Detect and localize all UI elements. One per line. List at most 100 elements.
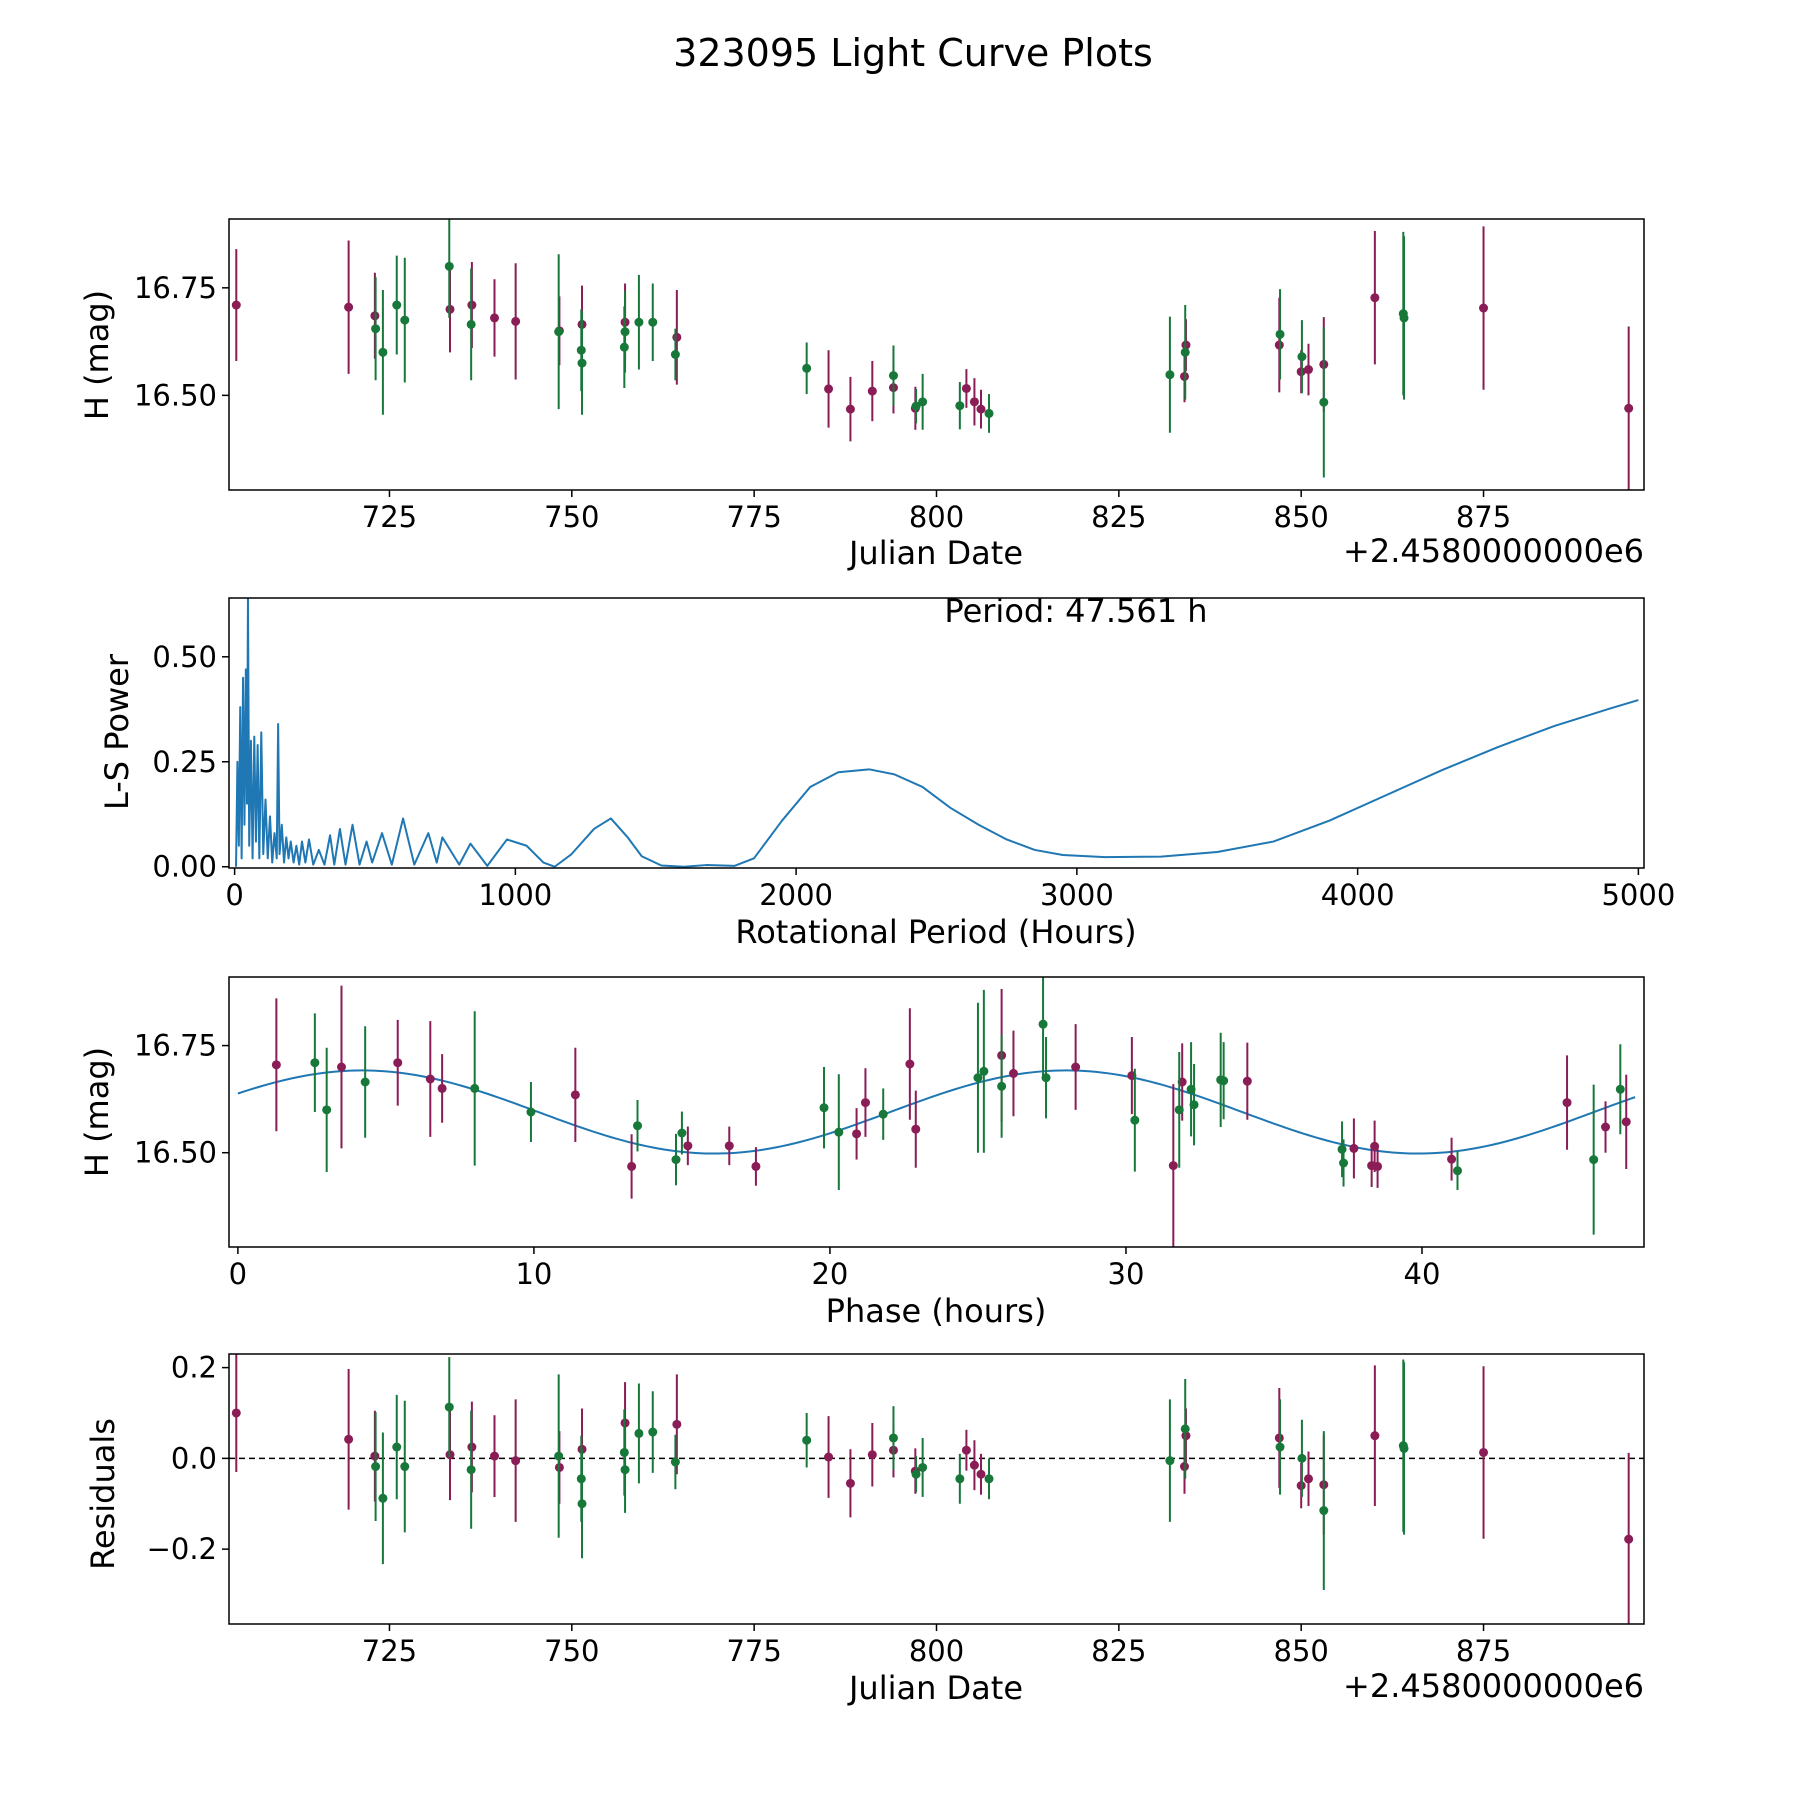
r-band-point (867, 386, 877, 396)
g-band-point (955, 401, 965, 411)
r-band-point (1008, 1068, 1018, 1078)
g-band-point (1038, 1019, 1048, 1029)
g-band-point (911, 1469, 921, 1479)
x-tick-label: 1000 (478, 878, 552, 912)
g-band-point (371, 324, 381, 334)
x-tick-label: 5000 (1601, 878, 1675, 912)
r-band-point (1242, 1076, 1252, 1086)
g-band-point (819, 1103, 829, 1113)
g-band-point (1319, 1506, 1329, 1516)
r-band-point (1168, 1161, 1178, 1171)
g-band-point (911, 401, 921, 411)
g-band-point (400, 315, 410, 325)
g-band-point (878, 1109, 888, 1119)
x-tick-label: 30 (1108, 1257, 1145, 1291)
r-band-point (845, 404, 855, 414)
x-tick-label: 725 (362, 1634, 417, 1668)
lightcurve-plot-area (231, 219, 1634, 490)
r-band-point (425, 1074, 435, 1084)
g-band-point (677, 1128, 687, 1138)
phased-plot-area (237, 977, 1636, 1247)
phased-ticks: 0 10 20 30 40 16.50 16.75 (134, 1029, 1440, 1291)
g-band-point (360, 1077, 370, 1087)
x-tick-label: 775 (726, 500, 781, 534)
x-tick-label: 775 (726, 1634, 781, 1668)
g-band-point (620, 1465, 630, 1475)
x-tick-label: 40 (1404, 1257, 1441, 1291)
g-band-point (466, 1465, 476, 1475)
g-band-point (1399, 313, 1409, 323)
x-tick-label: 825 (1091, 1634, 1146, 1668)
r-band-point (570, 1090, 580, 1100)
x-tick-label: 20 (811, 1257, 848, 1291)
lightcurve-offset-label: +2.4580000000e6 (1343, 532, 1644, 570)
periodogram-title: Period: 47.561 h (944, 592, 1207, 630)
r-band-point (344, 302, 354, 312)
r-band-point (1370, 1431, 1380, 1441)
g-band-point (1297, 1453, 1307, 1463)
g-band-point (1589, 1155, 1599, 1165)
g-band-point (577, 1499, 587, 1509)
phased-frame (228, 976, 1645, 1248)
lightcurve-frame (228, 218, 1645, 491)
g-band-point (310, 1058, 320, 1068)
y-tick-label: 0.00 (152, 850, 217, 884)
r-band-point (437, 1083, 447, 1093)
r-band-point (852, 1129, 862, 1139)
r-band-point (969, 397, 979, 407)
g-band-point (1219, 1076, 1229, 1086)
g-band-point (1399, 1443, 1409, 1453)
r-band-point (724, 1141, 734, 1151)
periodogram-panel: 0 1000 2000 3000 4000 5000 0.00 0.25 0.50 Period… (98, 592, 1675, 951)
r-band-point (1621, 1117, 1631, 1127)
g-band-point (1165, 1456, 1175, 1466)
r-band-point (1601, 1122, 1611, 1132)
figure-title: 323095 Light Curve Plots (673, 31, 1153, 75)
x-tick-label: 850 (1274, 500, 1329, 534)
r-band-point (1373, 1161, 1383, 1171)
x-tick-label: 850 (1274, 1634, 1329, 1668)
g-band-point (371, 1462, 381, 1472)
r-band-point (1624, 403, 1634, 413)
g-band-point (918, 397, 928, 407)
r-band-point (905, 1059, 915, 1069)
residuals-offset-label: +2.4580000000e6 (1343, 1667, 1644, 1705)
residuals-plot-area (229, 1354, 1644, 1624)
g-band-point (1130, 1115, 1140, 1125)
y-tick-label: 0.0 (171, 1441, 217, 1475)
g-band-point (973, 1073, 983, 1083)
r-band-point (1303, 365, 1313, 375)
residuals-ticks: 725 750 775 800 825 850 875 −0.2 0.0 0.2 (147, 1351, 1512, 1668)
g-band-point (1180, 347, 1190, 357)
g-band-point (670, 1457, 680, 1467)
y-tick-label: 0.50 (152, 640, 217, 674)
g-band-point (400, 1462, 410, 1472)
x-tick-label: 875 (1456, 500, 1511, 534)
r-band-point (1624, 1534, 1634, 1544)
lightcurve-panel: 725 750 775 800 825 850 875 16.50 16.75 Julian D… (78, 218, 1645, 572)
r-band-point (489, 1451, 499, 1461)
y-tick-label: 0.2 (171, 1351, 217, 1385)
periodogram-plot-area (235, 598, 1639, 868)
x-tick-label: 10 (515, 1257, 552, 1291)
g-band-point (1319, 397, 1329, 407)
r-band-point (1479, 303, 1489, 313)
periodogram-ylabel: L-S Power (98, 653, 136, 810)
phased-ylabel: H (mag) (78, 1047, 116, 1177)
g-band-point (979, 1066, 989, 1076)
g-band-point (802, 363, 812, 373)
model-fit-curve (237, 1069, 1636, 1155)
r-band-point (969, 1460, 979, 1470)
g-band-point (1174, 1105, 1184, 1115)
residuals-ylabel: Residuals (84, 1418, 122, 1570)
g-band-point (1297, 352, 1307, 362)
x-tick-label: 0 (229, 1257, 247, 1291)
g-band-point (444, 261, 454, 271)
g-band-point (620, 327, 630, 337)
g-band-point (554, 1451, 564, 1461)
lightcurve-ylabel: H (mag) (78, 290, 116, 420)
r-band-point (976, 1469, 986, 1479)
y-tick-label: 16.50 (134, 1136, 217, 1170)
r-band-point (976, 404, 986, 414)
r-band-point (911, 1124, 921, 1134)
